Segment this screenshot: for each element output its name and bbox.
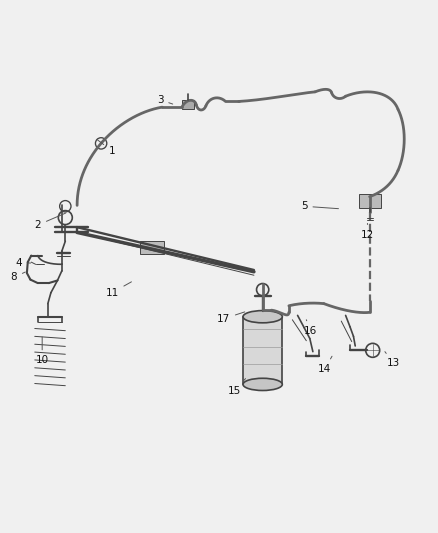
Text: 13: 13 <box>385 352 400 368</box>
Ellipse shape <box>243 311 283 323</box>
Text: 15: 15 <box>228 378 246 396</box>
Text: 17: 17 <box>217 312 245 324</box>
Text: 14: 14 <box>318 356 332 374</box>
Text: 4: 4 <box>16 258 31 268</box>
Text: 12: 12 <box>361 223 374 240</box>
Bar <box>182 100 194 109</box>
Text: 2: 2 <box>35 213 66 230</box>
Text: 5: 5 <box>301 201 339 211</box>
Text: 11: 11 <box>106 282 131 298</box>
Ellipse shape <box>243 378 283 391</box>
Text: 8: 8 <box>11 272 25 282</box>
Text: 16: 16 <box>304 320 317 336</box>
Text: 1: 1 <box>97 139 115 156</box>
Bar <box>243 317 283 384</box>
Bar <box>359 195 381 207</box>
Text: 10: 10 <box>35 337 49 365</box>
Bar <box>141 241 164 254</box>
Text: 3: 3 <box>157 95 173 104</box>
